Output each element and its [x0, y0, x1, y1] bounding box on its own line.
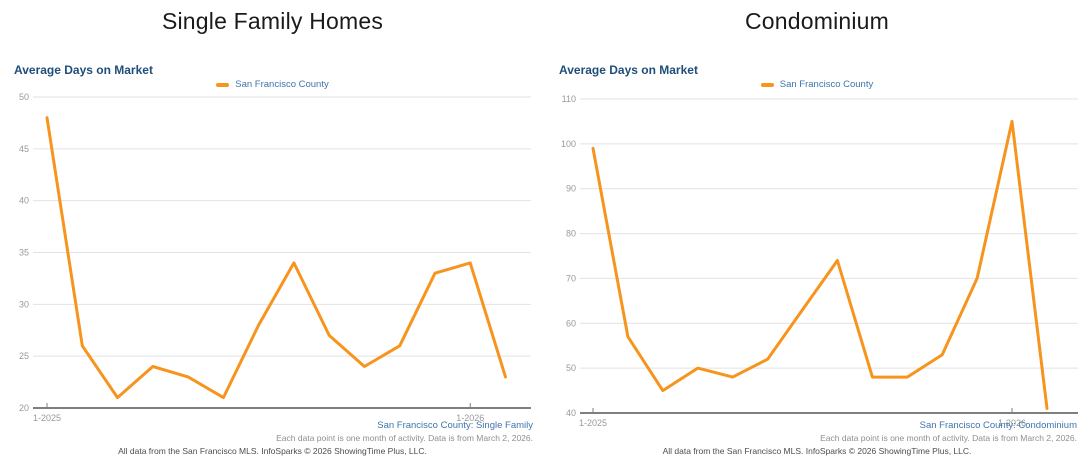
chart-title: Average Days on Market [559, 63, 698, 77]
svg-text:50: 50 [19, 92, 29, 102]
svg-text:50: 50 [566, 363, 576, 373]
svg-text:40: 40 [566, 408, 576, 418]
legend-label: San Francisco County [235, 79, 329, 90]
svg-text:80: 80 [566, 229, 576, 239]
svg-text:25: 25 [19, 351, 29, 361]
line-chart[interactable]: 50 45 40 35 30 25 20 1-2025 1-2026 [0, 90, 545, 436]
svg-text:1-2025: 1-2025 [33, 413, 61, 423]
copyright: All data from the San Francisco MLS. Inf… [118, 446, 427, 456]
legend: San Francisco County [0, 78, 545, 91]
svg-text:1-2026: 1-2026 [998, 418, 1026, 428]
svg-text:60: 60 [566, 318, 576, 328]
svg-text:110: 110 [562, 94, 576, 104]
data-note: Each data point is one month of activity… [276, 433, 533, 443]
svg-text:20: 20 [19, 403, 29, 413]
legend: San Francisco County [545, 78, 1089, 91]
svg-text:30: 30 [19, 299, 29, 309]
svg-text:45: 45 [19, 144, 29, 154]
svg-text:1-2025: 1-2025 [579, 418, 607, 428]
condominium-panel: Condominium Average Days on Market San F… [545, 0, 1089, 476]
line-chart[interactable]: 110 100 90 80 70 60 50 401-2025 1-2026 [545, 90, 1089, 436]
svg-text:100: 100 [561, 139, 576, 149]
panel-title: Single Family Homes [161, 8, 384, 34]
svg-text:1-2026: 1-2026 [456, 413, 484, 423]
legend-label: San Francisco County [779, 79, 874, 90]
svg-text:70: 70 [566, 273, 576, 283]
data-note: Each data point is one month of activity… [820, 433, 1077, 443]
series-caption: San Francisco County: Condominium [919, 420, 1077, 431]
panel-title: Condominium [744, 8, 890, 34]
legend-line-swatch-icon [760, 82, 774, 87]
svg-text:35: 35 [19, 248, 29, 258]
legend-line-swatch-icon [216, 82, 230, 87]
single-family-panel: Single Family Homes Average Days on Mark… [0, 8, 545, 456]
svg-text:90: 90 [566, 184, 576, 194]
svg-text:40: 40 [19, 196, 29, 206]
chart-title: Average Days on Market [14, 63, 153, 77]
series-caption: San Francisco County: Single Family [377, 420, 533, 431]
copyright: All data from the San Francisco MLS. Inf… [662, 446, 972, 456]
